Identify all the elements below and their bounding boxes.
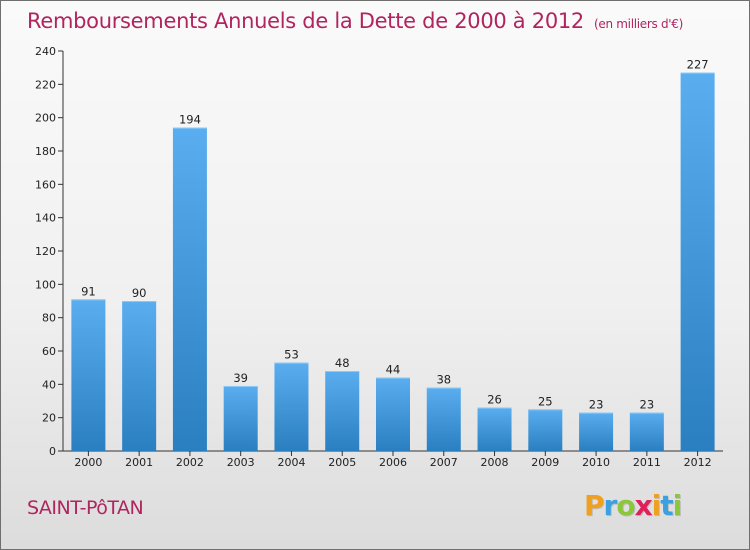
x-tick-label-2008: 2008 <box>481 456 509 469</box>
bar-2010 <box>579 412 614 451</box>
x-tick-label-2011: 2011 <box>633 456 661 469</box>
x-tick-label-2012: 2012 <box>684 456 712 469</box>
bar-2003 <box>223 386 258 451</box>
value-label-2003: 39 <box>233 371 248 385</box>
bar-2005 <box>325 371 360 451</box>
y-tick-label: 200 <box>35 112 56 125</box>
proxiti-logo[interactable]: Proxiti <box>584 489 683 522</box>
y-tick-label: 180 <box>35 145 56 158</box>
y-tick-label: 20 <box>42 412 56 425</box>
bar-2000 <box>71 299 106 451</box>
chart-title-text: Remboursements Annuels de la Dette de 20… <box>27 9 584 33</box>
chart-title: Remboursements Annuels de la Dette de 20… <box>27 9 683 33</box>
x-tick-label-2003: 2003 <box>227 456 255 469</box>
value-label-2000: 91 <box>81 284 96 298</box>
y-tick-label: 140 <box>35 212 56 225</box>
x-tick-label-2007: 2007 <box>430 456 458 469</box>
x-tick-label-2000: 2000 <box>74 456 102 469</box>
y-tick-label: 80 <box>42 312 56 325</box>
bar-2001 <box>122 301 157 451</box>
bar-2009 <box>528 409 563 451</box>
value-label-2008: 26 <box>487 393 502 407</box>
y-tick-label: 0 <box>49 445 56 458</box>
logo-letter: r <box>603 489 618 522</box>
bar-2012 <box>680 72 715 452</box>
value-label-2011: 23 <box>640 398 655 412</box>
value-labels: 91 90 194 39 53 48 44 38 26 25 23 23 227 <box>81 58 709 412</box>
y-tick-label: 240 <box>35 45 56 58</box>
y-tick-label: 100 <box>35 278 56 291</box>
bar-2007 <box>426 387 461 451</box>
y-tick-label: 220 <box>35 78 56 91</box>
value-label-2012: 227 <box>687 58 709 72</box>
y-axis: 0 20 40 60 80 100 120 140 160 180 200 220 240 <box>35 45 64 458</box>
value-label-2007: 38 <box>436 373 451 387</box>
chart-unit-note: (en milliers d'€) <box>594 17 684 31</box>
x-tick-label-2010: 2010 <box>582 456 610 469</box>
bar-2008 <box>477 407 512 451</box>
logo-letter: o <box>616 489 635 522</box>
x-tick-label-2002: 2002 <box>176 456 204 469</box>
x-tick-label-2001: 2001 <box>125 456 153 469</box>
logo-letter: x <box>634 489 653 522</box>
y-tick-label: 120 <box>35 245 56 258</box>
y-tick-label: 40 <box>42 378 56 391</box>
x-tick-label-2009: 2009 <box>531 456 559 469</box>
value-label-2005: 48 <box>335 356 350 370</box>
value-label-2009: 25 <box>538 394 553 408</box>
x-axis: 2000 2001 2002 2003 2004 2005 2006 2007 2008 2009… <box>63 450 723 469</box>
bars <box>71 72 715 452</box>
commune-name: SAINT-PôTAN <box>27 497 144 519</box>
logo-letter: i <box>651 489 662 522</box>
value-label-2010: 23 <box>589 398 604 412</box>
bar-2006 <box>376 377 410 451</box>
logo-letter: P <box>584 489 605 522</box>
value-label-2004: 53 <box>284 348 299 362</box>
value-label-2001: 90 <box>132 286 147 300</box>
y-tick-label: 160 <box>35 178 56 191</box>
logo-letter: i <box>672 489 683 522</box>
bar-2004 <box>274 362 309 451</box>
value-label-2002: 194 <box>179 113 201 127</box>
value-label-2006: 44 <box>386 363 401 377</box>
logo-letter: t <box>660 489 673 522</box>
x-tick-label-2004: 2004 <box>277 456 305 469</box>
bar-2002 <box>172 127 207 452</box>
bar-2011 <box>629 412 664 451</box>
y-tick-label: 60 <box>42 345 56 358</box>
x-tick-label-2005: 2005 <box>328 456 356 469</box>
x-tick-label-2006: 2006 <box>379 456 407 469</box>
